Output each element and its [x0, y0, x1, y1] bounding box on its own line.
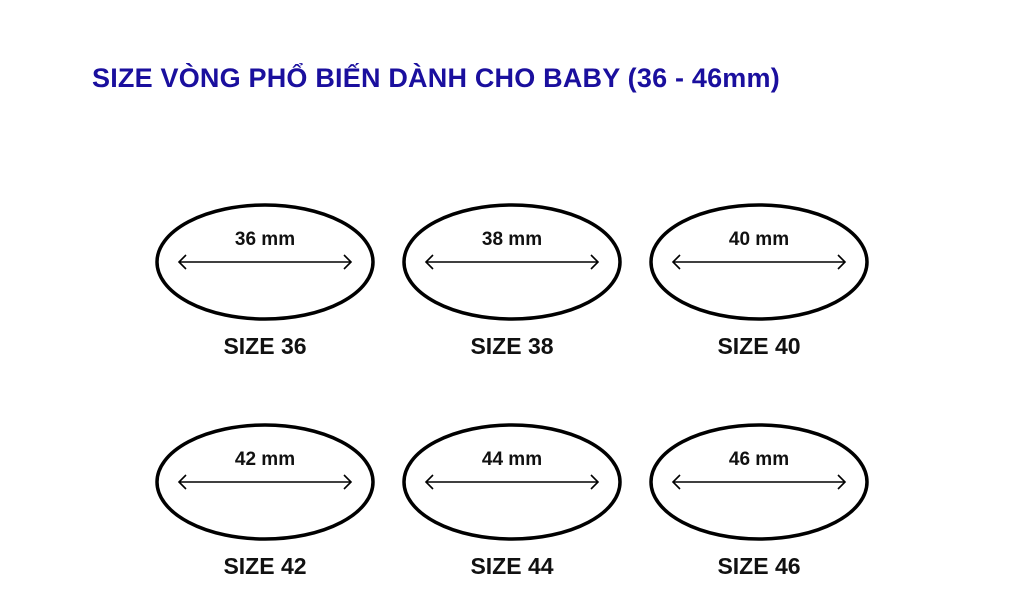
- ring-measurement: 36 mm: [235, 229, 295, 250]
- ring-ellipse: [402, 423, 622, 541]
- ring-ellipse: [155, 203, 375, 321]
- ring-ellipse: [402, 203, 622, 321]
- ring-measurement: 44 mm: [482, 449, 542, 470]
- arrow-right-icon: [837, 254, 847, 270]
- ring-ellipse: [649, 203, 869, 321]
- arrow-left-icon: [424, 474, 434, 490]
- arrow-right-icon: [343, 254, 353, 270]
- arrow-right-icon: [590, 474, 600, 490]
- arrow-right-icon: [343, 474, 353, 490]
- arrow-left-icon: [671, 474, 681, 490]
- ring-measurement: 46 mm: [729, 449, 789, 470]
- ring-measurement: 40 mm: [729, 229, 789, 250]
- arrow-left-icon: [424, 254, 434, 270]
- arrow-right-icon: [837, 474, 847, 490]
- ring-size-label: SIZE 44: [470, 553, 553, 579]
- arrow-left-icon: [671, 254, 681, 270]
- arrow-left-icon: [177, 474, 187, 490]
- ring-size-label: SIZE 38: [470, 333, 553, 359]
- ring-size-label: SIZE 36: [223, 333, 306, 359]
- page-title: SIZE VÒNG PHỔ BIẾN DÀNH CHO BABY (36 - 4…: [92, 63, 780, 93]
- ring-measurement: 42 mm: [235, 449, 295, 470]
- ring-size-label: SIZE 40: [717, 333, 800, 359]
- arrow-right-icon: [590, 254, 600, 270]
- ring-size-label: SIZE 46: [717, 553, 800, 579]
- ring-ellipse: [649, 423, 869, 541]
- ring-measurement: 38 mm: [482, 229, 542, 250]
- ring-ellipse: [155, 423, 375, 541]
- arrow-left-icon: [177, 254, 187, 270]
- ring-size-label: SIZE 42: [223, 553, 306, 579]
